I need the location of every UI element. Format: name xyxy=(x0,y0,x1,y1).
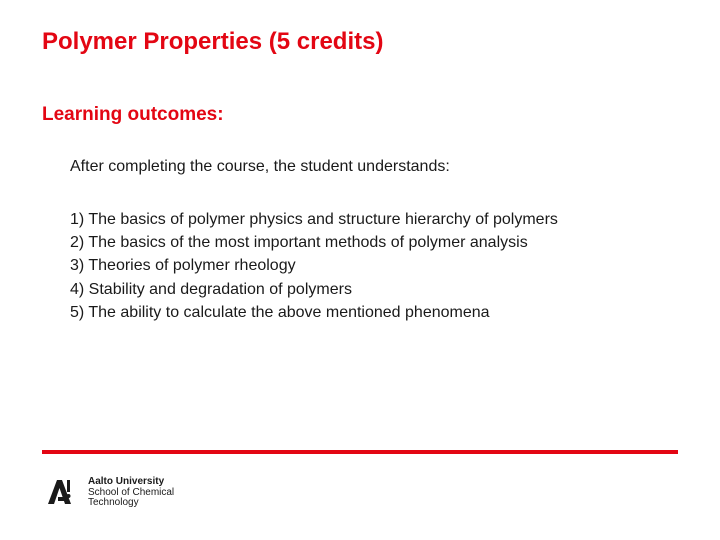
logo-text: Aalto University School of Chemical Tech… xyxy=(88,477,174,509)
list-item: 2) The basics of the most important meth… xyxy=(70,231,678,254)
outcomes-list: 1) The basics of polymer physics and str… xyxy=(70,208,678,324)
logo-area: Aalto University School of Chemical Tech… xyxy=(42,474,174,512)
list-item: 1) The basics of polymer physics and str… xyxy=(70,208,678,231)
page-title: Polymer Properties (5 credits) xyxy=(42,28,678,56)
section-subtitle: Learning outcomes: xyxy=(42,104,678,126)
list-item: 5) The ability to calculate the above me… xyxy=(70,301,678,324)
list-item: 4) Stability and degradation of polymers xyxy=(70,278,678,301)
intro-text: After completing the course, the student… xyxy=(70,158,678,176)
logo-line: Technology xyxy=(88,498,174,509)
footer-divider xyxy=(42,450,678,454)
slide-container: Polymer Properties (5 credits) Learning … xyxy=(0,0,720,540)
list-item: 3) Theories of polymer rheology xyxy=(70,254,678,277)
aalto-logo-icon xyxy=(42,474,80,512)
